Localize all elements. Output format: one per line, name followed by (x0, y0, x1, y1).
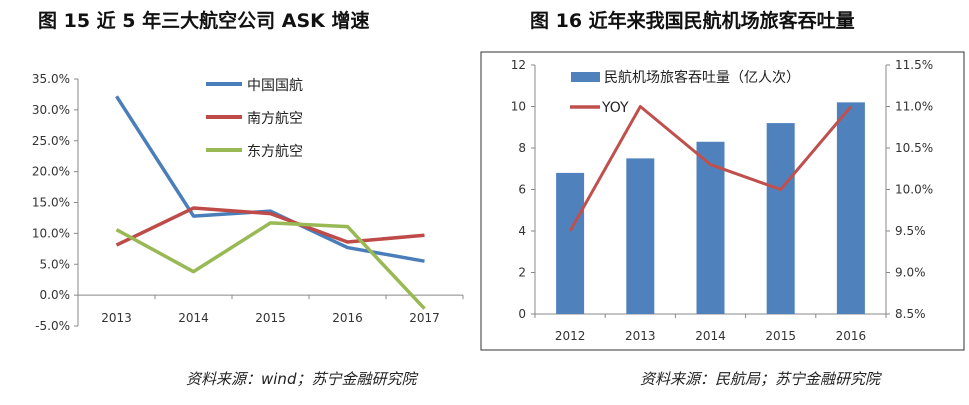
left-y-tick-label: 30.0% (32, 103, 70, 117)
left-series-line-2 (115, 221, 426, 310)
left-x-tick-label: 2013 (101, 311, 132, 325)
right-y2-tick-label: 9.0% (895, 266, 926, 280)
right-y2-tick-label: 11.0% (895, 100, 933, 114)
right-y2-tick-label: 9.5% (895, 224, 926, 238)
right-bar (626, 158, 655, 314)
left-x-tick-label: 2015 (255, 311, 286, 325)
right-chart-frame (480, 51, 965, 351)
right-y-tick-label: 12 (511, 58, 526, 72)
right-y-tick-label: 8 (518, 141, 526, 155)
left-y-tick-label: 35.0% (32, 72, 70, 86)
left-legend-label: 中国国航 (247, 78, 303, 94)
left-legend-label: 东方航空 (247, 144, 303, 160)
right-y-tick-label: 6 (518, 183, 526, 197)
right-legend-bar-swatch (571, 72, 600, 82)
right-y2-tick-label: 10.5% (895, 141, 933, 155)
left-y-tick-label: 25.0% (32, 134, 70, 148)
left-legend-label: 南方航空 (247, 111, 303, 127)
right-y-tick-label: 4 (518, 224, 526, 238)
right-x-tick-label: 2015 (765, 329, 796, 343)
right-bar (696, 141, 725, 314)
right-y2-tick-label: 10.0% (895, 183, 933, 197)
right-bar (766, 123, 795, 314)
left-chart-source: 资料来源：wind；苏宁金融研究院 (186, 370, 417, 388)
right-x-tick-label: 2014 (695, 329, 726, 343)
right-y2-tick-label: 11.5% (895, 58, 933, 72)
left-y-tick-label: 5.0% (40, 257, 71, 271)
right-x-tick-label: 2016 (836, 329, 867, 343)
right-legend-bar-label: 民航机场旅客吞吐量（亿人次） (604, 69, 800, 86)
left-x-tick-label: 2016 (332, 311, 363, 325)
left-y-tick-label: -5.0% (35, 319, 70, 333)
left-y-tick-label: 15.0% (32, 196, 70, 210)
right-y-tick-label: 10 (511, 100, 526, 114)
right-y2-tick-label: 8.5% (895, 307, 926, 321)
left-y-tick-label: 20.0% (32, 165, 70, 179)
right-x-tick-label: 2013 (625, 329, 656, 343)
right-y-tick-label: 2 (518, 266, 526, 280)
left-y-tick-label: 10.0% (32, 226, 70, 240)
left-x-tick-label: 2014 (178, 311, 209, 325)
right-legend-line-label: YOY (601, 100, 629, 116)
right-chart-source: 资料来源：民航局；苏宁金融研究院 (640, 370, 881, 388)
right-bar (836, 102, 865, 314)
right-y-tick-label: 0 (518, 307, 526, 321)
left-x-tick-label: 2017 (409, 311, 440, 325)
left-chart-title: 图 15 近 5 年三大航空公司 ASK 增速 (38, 10, 370, 32)
right-chart-title: 图 16 近年来我国民航机场旅客吞吐量 (530, 10, 855, 32)
right-x-tick-label: 2012 (555, 329, 586, 343)
left-y-tick-label: 0.0% (40, 288, 71, 302)
right-bar (556, 172, 585, 314)
